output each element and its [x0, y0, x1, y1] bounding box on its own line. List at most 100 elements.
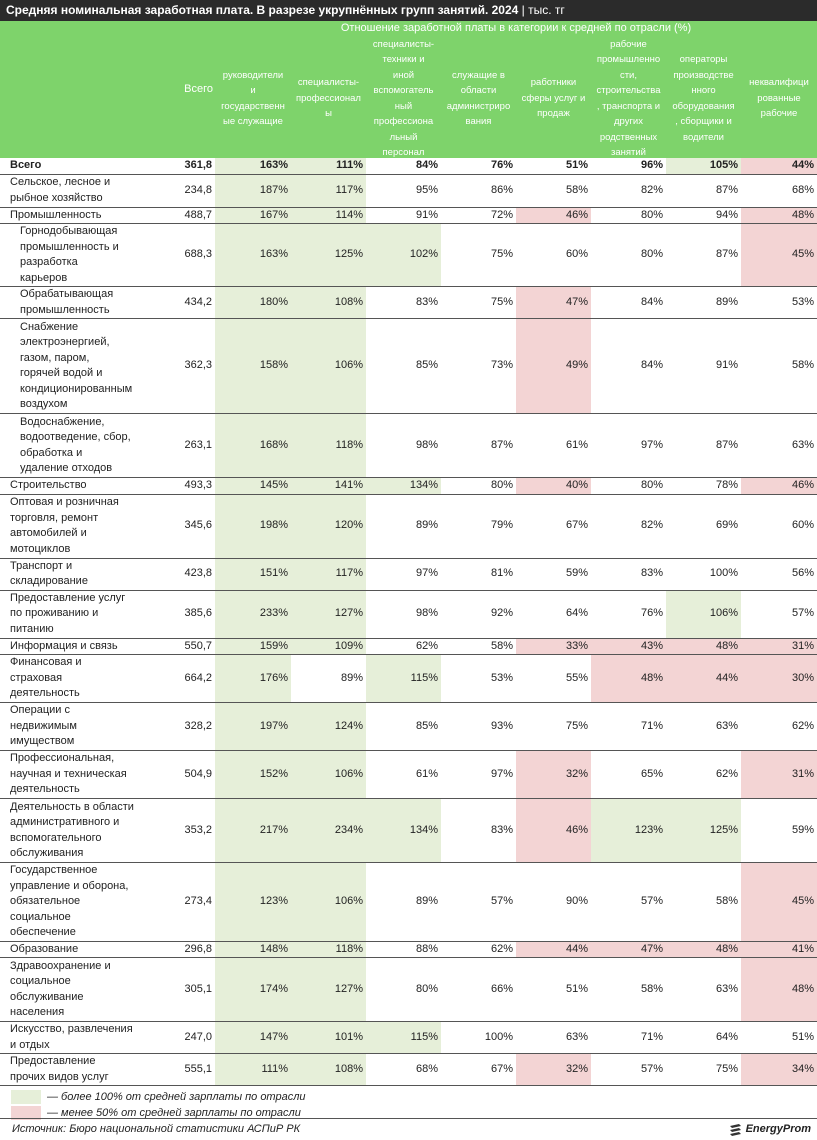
cell-col-3: 88%: [366, 941, 441, 958]
cell-col-5: 58%: [516, 174, 591, 208]
header-col-7: операторы производстве нного оборудовани…: [672, 54, 735, 143]
energyprom-icon: [729, 1123, 741, 1136]
row-total: 345,6: [150, 494, 215, 559]
cell-col-7: 48%: [666, 638, 741, 655]
cell-col-7: 100%: [666, 558, 741, 591]
table-row: Операции с недвижимым имуществом 328,2 197…: [0, 702, 817, 751]
cell-col-6: 57%: [591, 1053, 666, 1086]
row-label: Профессиональная, научная и техническая …: [0, 750, 150, 799]
cell-col-2: 111%: [291, 158, 366, 175]
table-header: Отношение заработной платы в категории к…: [0, 21, 817, 158]
cell-col-2: 118%: [291, 413, 366, 478]
row-label: Оптовая и розничная торговля, ремонт авт…: [0, 494, 150, 559]
cell-col-8: 48%: [741, 207, 817, 224]
cell-col-7: 106%: [666, 590, 741, 639]
cell-col-8: 44%: [741, 158, 817, 175]
row-label: Водоснабжение, водоотведение, сбор, обра…: [0, 413, 150, 478]
cell-col-6: 57%: [591, 862, 666, 942]
cell-col-2: 114%: [291, 207, 366, 224]
cell-col-3: 83%: [366, 286, 441, 319]
row-total: 263,1: [150, 413, 215, 478]
cell-col-2: 124%: [291, 702, 366, 751]
cell-col-7: 91%: [666, 318, 741, 414]
cell-col-8: 53%: [741, 286, 817, 319]
cell-col-1: 151%: [215, 558, 291, 591]
legend: — более 100% от средней зарплаты по отра…: [0, 1089, 817, 1121]
table-row: Информация и связь 550,7 159% 109% 62% 58% 33%…: [0, 638, 817, 655]
cell-col-6: 84%: [591, 286, 666, 319]
cell-col-6: 80%: [591, 223, 666, 287]
cell-col-8: 63%: [741, 413, 817, 478]
cell-col-7: 64%: [666, 1021, 741, 1054]
cell-col-5: 60%: [516, 223, 591, 287]
table-row: Предоставление прочих видов услуг 555,1 11…: [0, 1053, 817, 1086]
cell-col-2: 101%: [291, 1021, 366, 1054]
cell-col-2: 106%: [291, 318, 366, 414]
cell-col-4: 80%: [441, 477, 516, 495]
cell-col-1: 159%: [215, 638, 291, 655]
cell-col-5: 67%: [516, 494, 591, 559]
table-row: Финансовая и страховая деятельность 664,2…: [0, 654, 817, 703]
row-total: 362,3: [150, 318, 215, 414]
cell-col-2: 141%: [291, 477, 366, 495]
cell-col-5: 51%: [516, 957, 591, 1022]
cell-col-2: 108%: [291, 1053, 366, 1086]
cell-col-1: 233%: [215, 590, 291, 639]
row-label: Операции с недвижимым имуществом: [0, 702, 150, 751]
cell-col-3: 68%: [366, 1053, 441, 1086]
cell-col-3: 85%: [366, 702, 441, 751]
cell-col-8: 62%: [741, 702, 817, 751]
cell-col-4: 93%: [441, 702, 516, 751]
cell-col-4: 83%: [441, 798, 516, 863]
cell-col-6: 83%: [591, 558, 666, 591]
cell-col-4: 66%: [441, 957, 516, 1022]
row-label: Финансовая и страховая деятельность: [0, 654, 150, 703]
cell-col-1: 180%: [215, 286, 291, 319]
cell-col-1: 163%: [215, 223, 291, 287]
row-total: 488,7: [150, 207, 215, 224]
cell-col-6: 80%: [591, 477, 666, 495]
header-col-5: работники сферы услуг и продаж: [521, 77, 586, 120]
cell-col-5: 44%: [516, 941, 591, 958]
cell-col-5: 47%: [516, 286, 591, 319]
title-bar: Средняя номинальная заработная плата. В …: [0, 0, 817, 21]
cell-col-8: 46%: [741, 477, 817, 495]
cell-col-8: 31%: [741, 750, 817, 799]
cell-col-6: 82%: [591, 494, 666, 559]
cell-col-7: 89%: [666, 286, 741, 319]
row-label: Снабжение электроэнергией, газом, паром,…: [0, 318, 150, 414]
cell-col-2: 117%: [291, 174, 366, 208]
cell-col-8: 34%: [741, 1053, 817, 1086]
table-row: Образование 296,8 148% 118% 88% 62% 44% 47% 48% 4…: [0, 941, 817, 958]
table-row: Государственное управление и оборона, об…: [0, 862, 817, 942]
table-row: Снабжение электроэнергией, газом, паром,…: [0, 318, 817, 414]
page-title: Средняя номинальная заработная плата. В …: [6, 3, 519, 17]
cell-col-7: 44%: [666, 654, 741, 703]
row-total: 550,7: [150, 638, 215, 655]
cell-col-5: 32%: [516, 1053, 591, 1086]
cell-col-2: 106%: [291, 862, 366, 942]
cell-col-8: 31%: [741, 638, 817, 655]
row-label: Искусство, развлечения и отдых: [0, 1021, 150, 1054]
cell-col-5: 32%: [516, 750, 591, 799]
row-label: Строительство: [0, 477, 150, 495]
row-total: 247,0: [150, 1021, 215, 1054]
row-total: 504,9: [150, 750, 215, 799]
cell-col-7: 87%: [666, 174, 741, 208]
header-col-4: служащие в области администриро вания: [446, 69, 511, 128]
cell-col-1: 123%: [215, 862, 291, 942]
cell-col-4: 67%: [441, 1053, 516, 1086]
cell-col-7: 75%: [666, 1053, 741, 1086]
brand-logo: EnergyProm: [729, 1119, 811, 1140]
cell-col-5: 59%: [516, 558, 591, 591]
cell-col-1: 174%: [215, 957, 291, 1022]
cell-col-6: 58%: [591, 957, 666, 1022]
table-row: Здравоохранение и социальное обслуживани…: [0, 957, 817, 1022]
row-total: 361,8: [150, 158, 215, 175]
table-row: Обрабатывающая промышленность 434,2 180% 10…: [0, 286, 817, 319]
cell-col-4: 75%: [441, 223, 516, 287]
table-row: Искусство, развлечения и отдых 247,0 147% 1…: [0, 1021, 817, 1054]
cell-col-1: 111%: [215, 1053, 291, 1086]
data-table: Всего 361,8 163% 111% 84% 76% 51% 96% 105% 44% Сел…: [0, 158, 817, 1086]
cell-col-4: 62%: [441, 941, 516, 958]
